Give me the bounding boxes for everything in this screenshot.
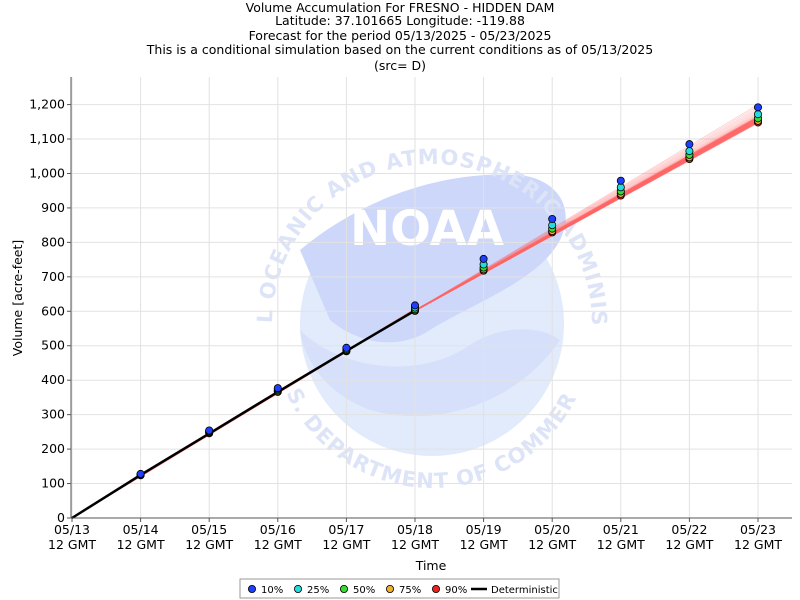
ensemble-trace xyxy=(414,107,759,311)
y-tick-label: 500 xyxy=(41,338,65,353)
x-tick-time: 12 GMT xyxy=(185,537,233,552)
ensemble-trace xyxy=(414,112,759,311)
x-tick-time: 12 GMT xyxy=(322,537,370,552)
legend-swatch xyxy=(431,585,440,594)
x-tick-date: 05/15 xyxy=(191,522,227,537)
legend-swatch xyxy=(339,585,348,594)
x-tick-time: 12 GMT xyxy=(528,537,576,552)
x-tick-date: 05/20 xyxy=(534,522,570,537)
x-tick-time: 12 GMT xyxy=(117,537,165,552)
ensemble-trace xyxy=(414,109,759,311)
ensemble-trace xyxy=(414,104,759,311)
x-tick-time: 12 GMT xyxy=(460,537,508,552)
x-tick-date: 05/19 xyxy=(466,522,502,537)
ensemble-trace xyxy=(414,115,759,311)
legend: 10% 25% 50% 75% 90% Deterministic xyxy=(239,578,560,599)
chart-title-block: Volume Accumulation For FRESNO - HIDDEN … xyxy=(146,0,653,73)
legend-label: 90% xyxy=(445,585,467,596)
chart-source: (src= D) xyxy=(374,58,426,73)
legend-swatch xyxy=(247,585,256,594)
x-tick-time: 12 GMT xyxy=(254,537,302,552)
marker-p10 xyxy=(136,469,145,478)
x-tick-date: 05/21 xyxy=(603,522,639,537)
x-tick-date: 05/16 xyxy=(260,522,296,537)
y-tick-label: 1,000 xyxy=(29,165,65,180)
marker-p10 xyxy=(410,301,419,310)
x-tick-time: 12 GMT xyxy=(391,537,439,552)
y-tick-label: 700 xyxy=(41,269,65,284)
marker-p10 xyxy=(273,384,282,393)
legend-swatch xyxy=(385,585,394,594)
x-tick-date: 05/17 xyxy=(328,522,364,537)
marker-p10 xyxy=(342,343,351,352)
legend-label: Deterministic xyxy=(491,585,558,596)
ensemble-trace xyxy=(414,113,759,311)
legend-box xyxy=(239,578,560,599)
marker-p10 xyxy=(754,103,763,112)
chart-location: Latitude: 37.101665 Longitude: -119.88 xyxy=(275,13,525,28)
chart-title: Volume Accumulation For FRESNO - HIDDEN … xyxy=(246,0,555,15)
legend-label: 25% xyxy=(307,585,329,596)
deterministic-line xyxy=(71,309,416,520)
x-tick-date: 05/13 xyxy=(54,522,90,537)
legend-items: 10% 25% 50% 75% 90% Deterministic xyxy=(247,585,558,596)
y-tick-label: 300 xyxy=(41,407,65,422)
ensemble-trace xyxy=(414,110,759,311)
x-tick-time: 12 GMT xyxy=(734,537,782,552)
ensemble-trace xyxy=(414,114,759,311)
x-axis-title: Time xyxy=(415,558,447,573)
x-tick-time: 12 GMT xyxy=(665,537,713,552)
marker-p25 xyxy=(685,147,694,156)
noaa-logo-text: NOAA xyxy=(350,201,504,257)
y-tick-label: 900 xyxy=(41,200,65,215)
deterministic-series xyxy=(71,309,416,520)
y-axis-ticks: 0 100 200 300 400 500 600 700 800 900 1,000 1,100 1,… xyxy=(29,97,71,525)
x-tick-date: 05/22 xyxy=(671,522,707,537)
ensemble-trace xyxy=(414,105,759,311)
marker-p10 xyxy=(205,426,214,435)
marker-p10 xyxy=(616,176,625,185)
x-tick-date: 05/18 xyxy=(397,522,433,537)
chart-period: Forecast for the period 05/13/2025 - 05/… xyxy=(249,28,552,43)
grid-lines xyxy=(71,77,792,519)
marker-p25 xyxy=(754,110,763,119)
x-tick-time: 12 GMT xyxy=(597,537,645,552)
x-tick-date: 05/23 xyxy=(740,522,776,537)
legend-label: 10% xyxy=(261,585,283,596)
x-tick-time: 12 GMT xyxy=(48,537,96,552)
marker-p25 xyxy=(616,183,625,192)
y-axis-title: Volume [acre-feet] xyxy=(10,240,25,357)
ensemble-trace xyxy=(414,115,759,311)
chart-condition-note: This is a conditional simulation based o… xyxy=(146,42,653,57)
legend-label: 50% xyxy=(353,585,375,596)
legend-swatch xyxy=(293,585,302,594)
legend-label: 75% xyxy=(399,585,421,596)
percentile-markers xyxy=(136,103,763,480)
y-tick-label: 0 xyxy=(57,510,65,525)
y-tick-label: 800 xyxy=(41,234,65,249)
y-tick-label: 100 xyxy=(41,476,65,491)
y-tick-label: 1,100 xyxy=(29,131,65,146)
ensemble-trace xyxy=(414,116,759,312)
marker-p10 xyxy=(548,214,557,223)
y-tick-label: 200 xyxy=(41,441,65,456)
marker-p10 xyxy=(685,140,694,149)
x-tick-date: 05/14 xyxy=(123,522,159,537)
y-tick-label: 1,200 xyxy=(29,97,65,112)
marker-p10 xyxy=(479,254,488,263)
y-tick-label: 600 xyxy=(41,303,65,318)
y-tick-label: 400 xyxy=(41,372,65,387)
ensemble-trace xyxy=(414,111,759,311)
